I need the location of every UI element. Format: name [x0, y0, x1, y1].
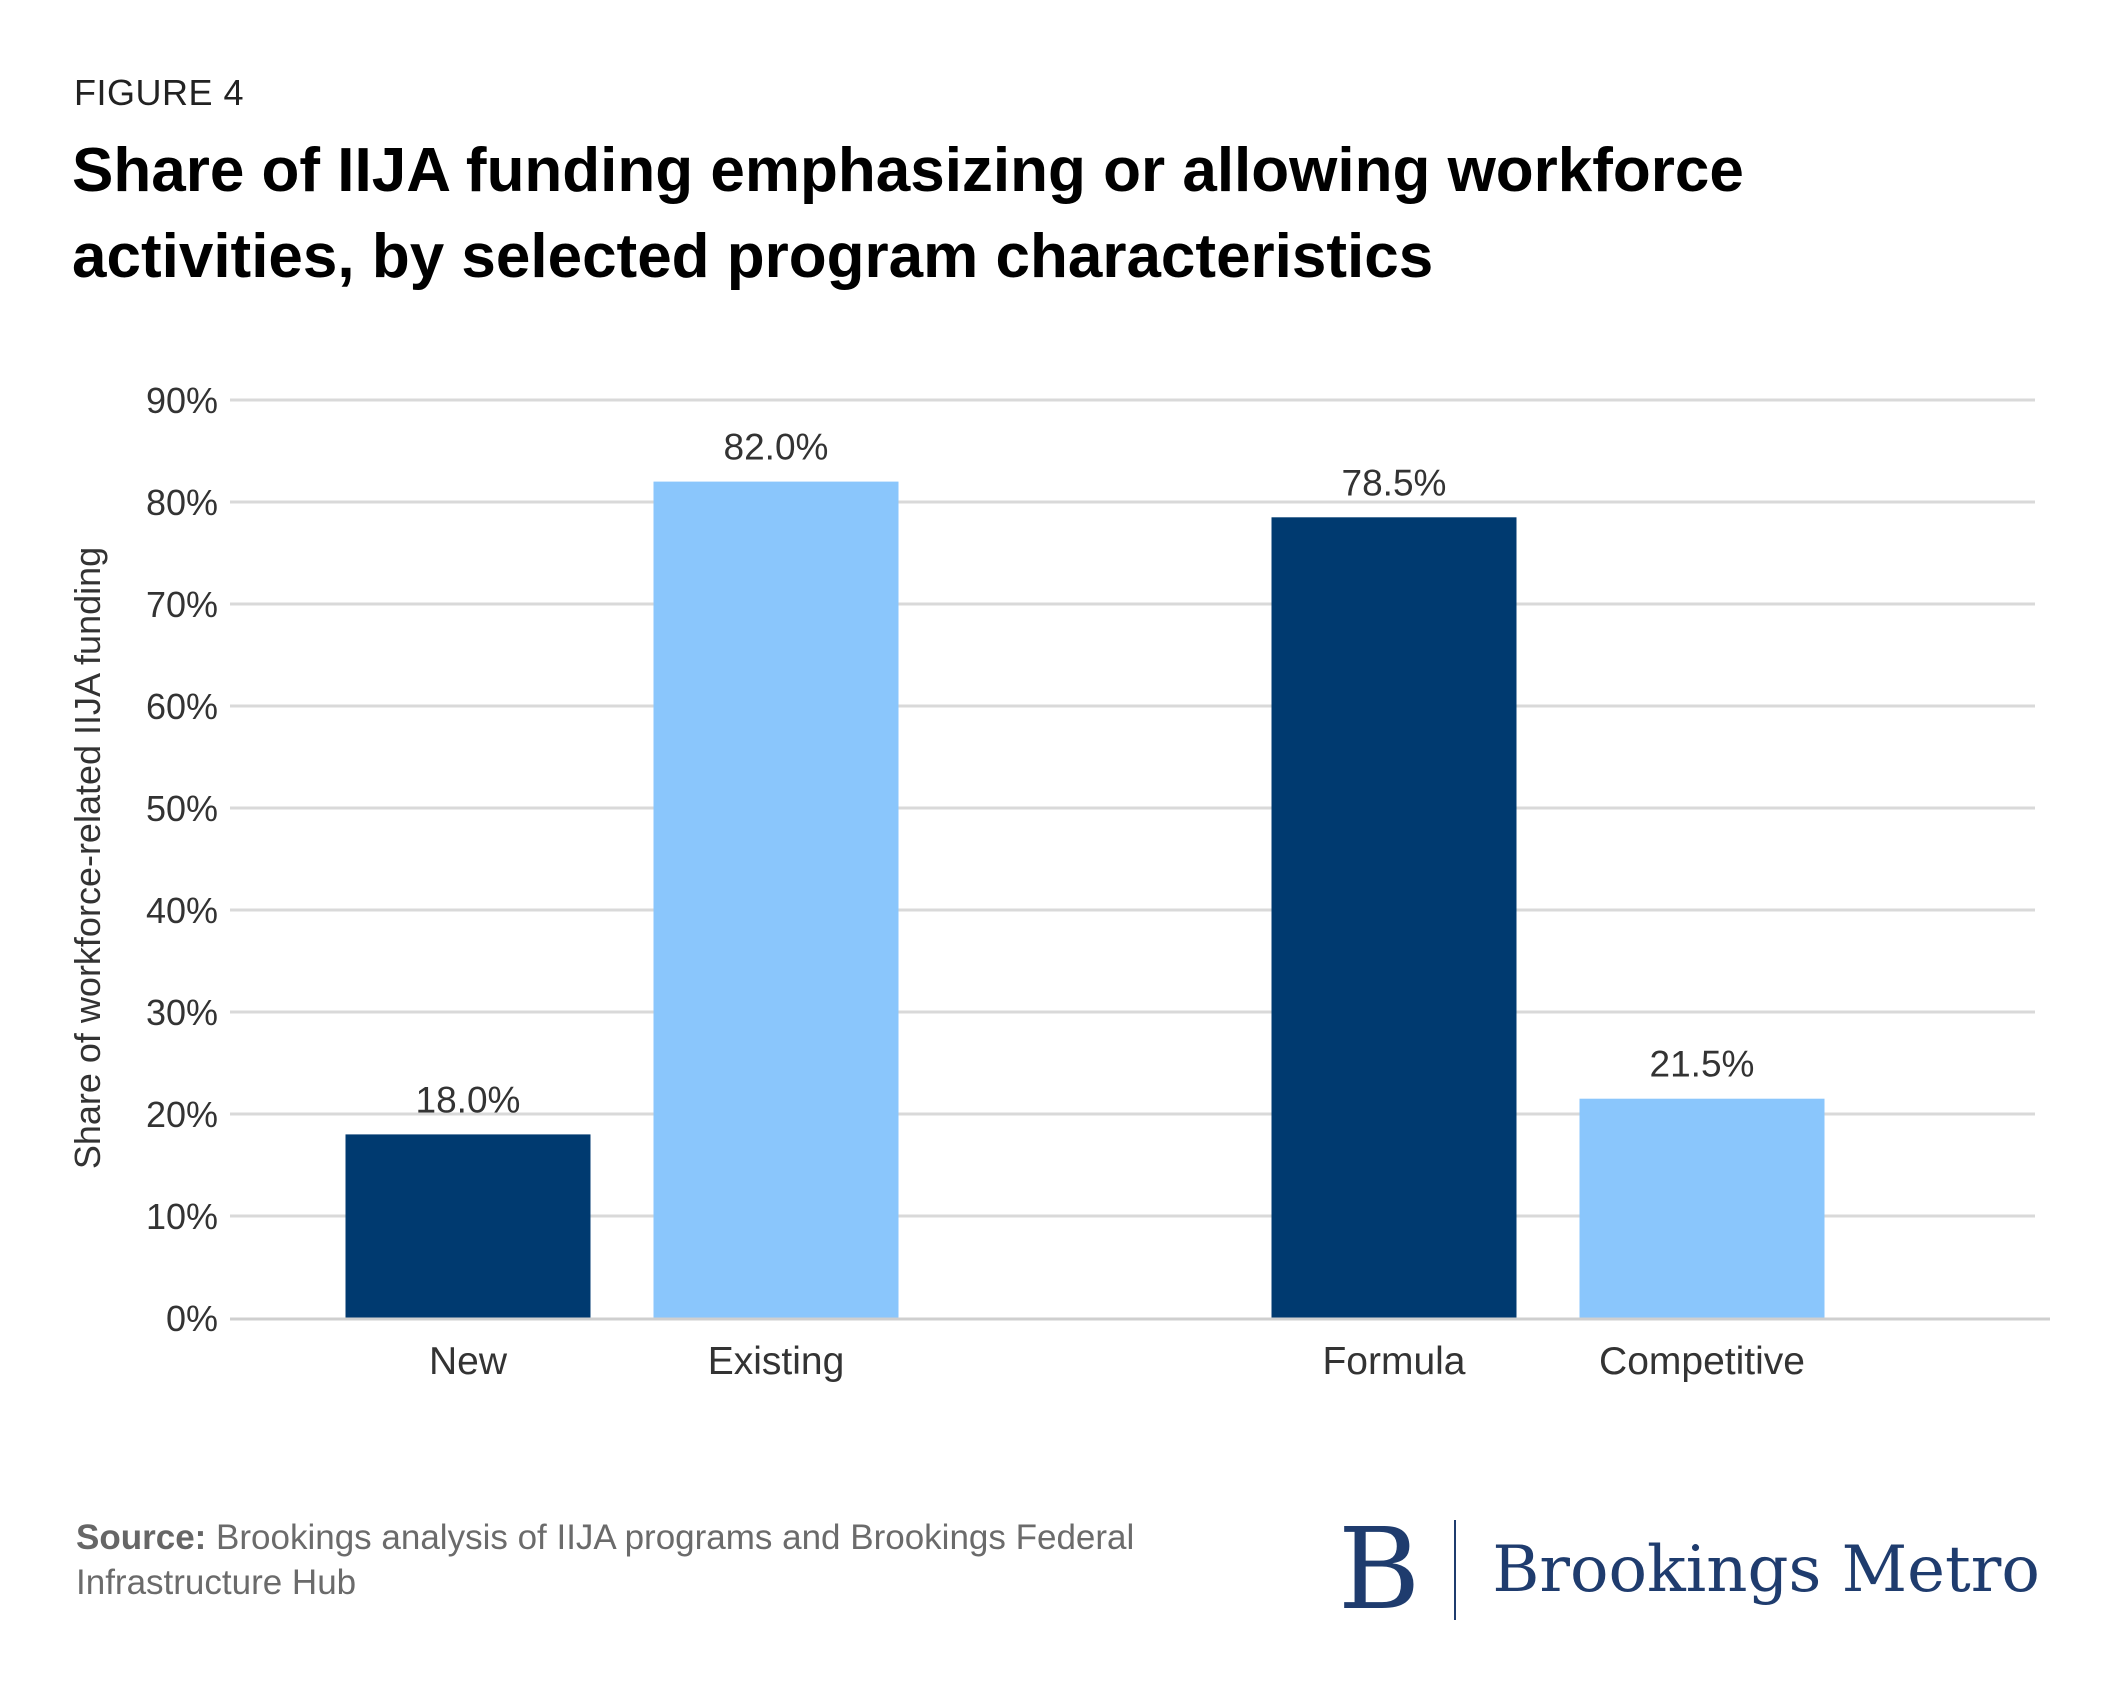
data-label-formula: 78.5% — [1342, 462, 1447, 503]
chart-title: Share of IIJA funding emphasizing or all… — [72, 136, 1744, 291]
y-tick-label: 60% — [146, 686, 218, 727]
logo-mark: B — [1338, 1505, 1421, 1635]
y-tick-label: 10% — [146, 1196, 218, 1237]
x-tick-label-existing: Existing — [708, 1340, 845, 1383]
source-note: Source: Brookings analysis of IIJA progr… — [76, 1515, 1276, 1605]
y-tick-label: 40% — [146, 890, 218, 931]
x-axis-ticks: New Existing Formula Competitive — [429, 1340, 1805, 1383]
y-tick-label: 50% — [146, 788, 218, 829]
source-text: Brookings analysis of IIJA programs and … — [76, 1518, 1135, 1602]
y-tick-label: 80% — [146, 482, 218, 523]
y-tick-label: 90% — [146, 380, 218, 421]
y-tick-label: 0% — [166, 1298, 218, 1339]
x-tick-label-competitive: Competitive — [1599, 1340, 1805, 1383]
y-axis-label: Share of workforce-related IIJA funding — [67, 547, 108, 1169]
x-tick-label-new: New — [429, 1340, 508, 1383]
y-tick-label: 20% — [146, 1094, 218, 1135]
figure-label: FIGURE 4 — [74, 72, 245, 113]
logo-text: Brookings Metro — [1492, 1533, 2040, 1607]
data-label-existing: 82.0% — [724, 427, 829, 468]
bar-chart: 0% 10% 20% 30% 40% 50% 60% 70% 80% 90% 18.0% 82.0%… — [67, 380, 2050, 1383]
bar-existing — [653, 481, 899, 1319]
y-tick-label: 30% — [146, 992, 218, 1033]
y-axis-ticks: 0% 10% 20% 30% 40% 50% 60% 70% 80% 90% — [146, 380, 218, 1339]
bars — [345, 481, 1825, 1319]
bar-competitive — [1579, 1098, 1825, 1318]
source-label: Source: — [76, 1518, 207, 1557]
data-label-new: 18.0% — [416, 1079, 521, 1120]
brookings-metro-logo: B Brookings Metro — [1338, 1505, 2040, 1635]
y-tick-label: 70% — [146, 584, 218, 625]
data-label-competitive: 21.5% — [1650, 1044, 1755, 1085]
x-tick-label-formula: Formula — [1322, 1340, 1465, 1383]
data-labels: 18.0% 82.0% 78.5% 21.5% — [416, 427, 1755, 1121]
logo-divider — [1454, 1520, 1457, 1620]
bar-new — [345, 1134, 591, 1318]
bar-formula — [1271, 517, 1517, 1318]
